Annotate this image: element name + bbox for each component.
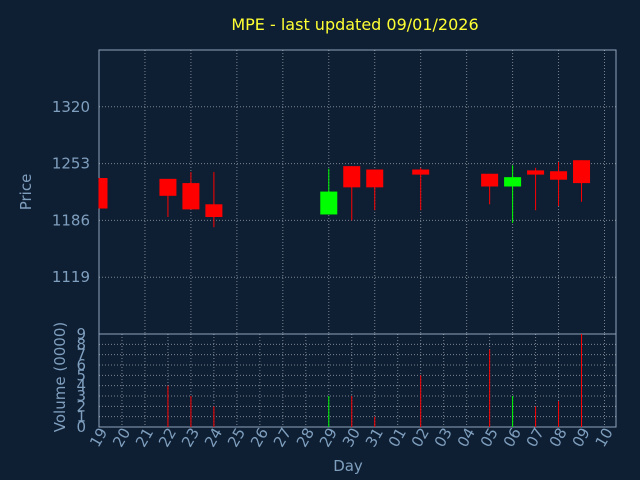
day-tick-label: 08 (546, 425, 571, 451)
day-tick-label: 30 (339, 425, 364, 451)
day-tick-label: 23 (178, 425, 203, 451)
day-tick-label: 01 (385, 425, 410, 451)
day-tick-label: 25 (224, 425, 249, 451)
day-tick-label: 07 (523, 425, 548, 451)
price-tick-label: 1186 (52, 211, 90, 229)
candle-body (481, 173, 499, 187)
volume-tick-label: 1 (76, 408, 86, 426)
price-tick-label: 1320 (52, 98, 90, 116)
day-tick-label: 19 (86, 425, 111, 451)
price-panel (98, 49, 617, 335)
candle-body (504, 177, 522, 187)
candle-body (159, 178, 177, 196)
price-tick-label: 1119 (52, 268, 90, 286)
price-axis-label: Price (17, 174, 35, 211)
day-tick-label: 05 (477, 425, 502, 451)
volume-tick-label: 3 (76, 387, 86, 405)
x-axis-label: Day (333, 457, 363, 475)
chart-title: MPE - last updated 09/01/2026 (231, 15, 478, 34)
day-tick-label: 10 (592, 425, 617, 451)
day-tick-label: 09 (569, 425, 594, 451)
volume-tick-label: 0 (76, 418, 86, 436)
price-axis: 1320 1253 1186 1119 (52, 98, 90, 286)
day-tick-label: 04 (454, 425, 479, 451)
day-tick-label: 02 (408, 425, 433, 451)
candle-body (320, 191, 338, 215)
day-tick-label: 27 (270, 425, 295, 451)
day-tick-label: 20 (109, 425, 134, 451)
candle-body (366, 169, 384, 188)
volume-tick-label: 4 (76, 377, 86, 395)
candle-body (527, 170, 545, 175)
candle-body (573, 160, 591, 184)
volume-tick-label: 5 (76, 366, 86, 384)
candle-body (205, 204, 223, 218)
volume-tick-label: 8 (76, 335, 86, 353)
volume-panel (98, 333, 617, 428)
volume-axis-label: Volume (0000) (51, 322, 69, 432)
day-tick-label: 28 (293, 425, 318, 451)
grid-lines (99, 50, 616, 427)
volume-tick-label: 6 (76, 356, 86, 374)
day-tick-label: 03 (431, 425, 456, 451)
day-axis: 1920212223242526272829303101020304050607… (86, 425, 617, 451)
volume-tick-label: 7 (76, 346, 86, 364)
day-tick-label: 21 (132, 425, 157, 451)
candle-body (550, 171, 568, 180)
candle-body (412, 169, 430, 175)
day-tick-label: 24 (201, 425, 226, 451)
day-tick-label: 22 (155, 425, 180, 451)
day-tick-label: 29 (316, 425, 341, 451)
candles-layer (98, 160, 591, 228)
candle-body (343, 166, 361, 188)
price-tick-label: 1253 (52, 155, 90, 173)
candle-body (182, 183, 200, 210)
day-tick-label: 06 (500, 425, 525, 451)
volume-bars-layer (167, 334, 583, 427)
day-tick-label: 26 (247, 425, 272, 451)
candle-body (99, 178, 108, 209)
volume-tick-label: 9 (76, 325, 86, 343)
day-tick-label: 31 (362, 425, 387, 451)
volume-tick-label: 2 (76, 397, 86, 415)
